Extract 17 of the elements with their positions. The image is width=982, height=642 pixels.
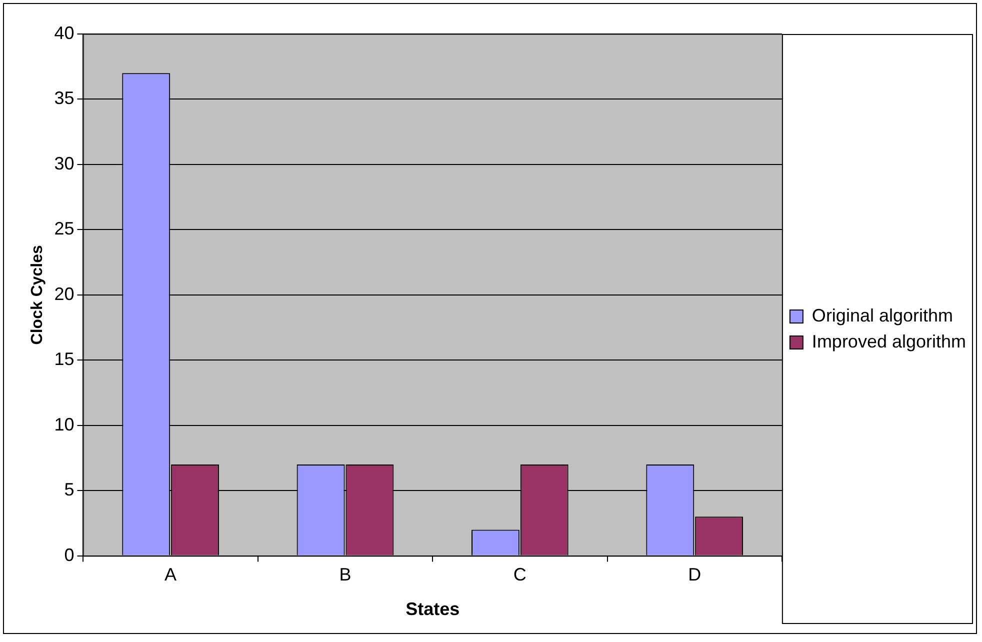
y-tick-label: 5 xyxy=(64,480,74,500)
x-tick-label: B xyxy=(339,564,352,585)
legend-label: Improved algorithm xyxy=(812,331,966,352)
y-tick-label: 20 xyxy=(54,284,74,304)
y-tick-label: 0 xyxy=(64,544,74,565)
y-tick-label: 25 xyxy=(54,218,74,239)
y-tick-label: 15 xyxy=(54,349,74,370)
x-tick-label: C xyxy=(513,564,526,585)
legend-label: Original algorithm xyxy=(812,305,953,326)
y-tick-label: 40 xyxy=(54,22,74,43)
y-axis-title: Clock Cycles xyxy=(29,244,46,345)
y-tick-label: 30 xyxy=(54,153,74,174)
y-tick-label: 10 xyxy=(54,414,74,434)
x-tick-label: A xyxy=(164,564,177,585)
y-tick-label: 35 xyxy=(54,88,74,108)
x-axis-title: States xyxy=(406,599,460,620)
x-tick-label: D xyxy=(688,564,702,585)
